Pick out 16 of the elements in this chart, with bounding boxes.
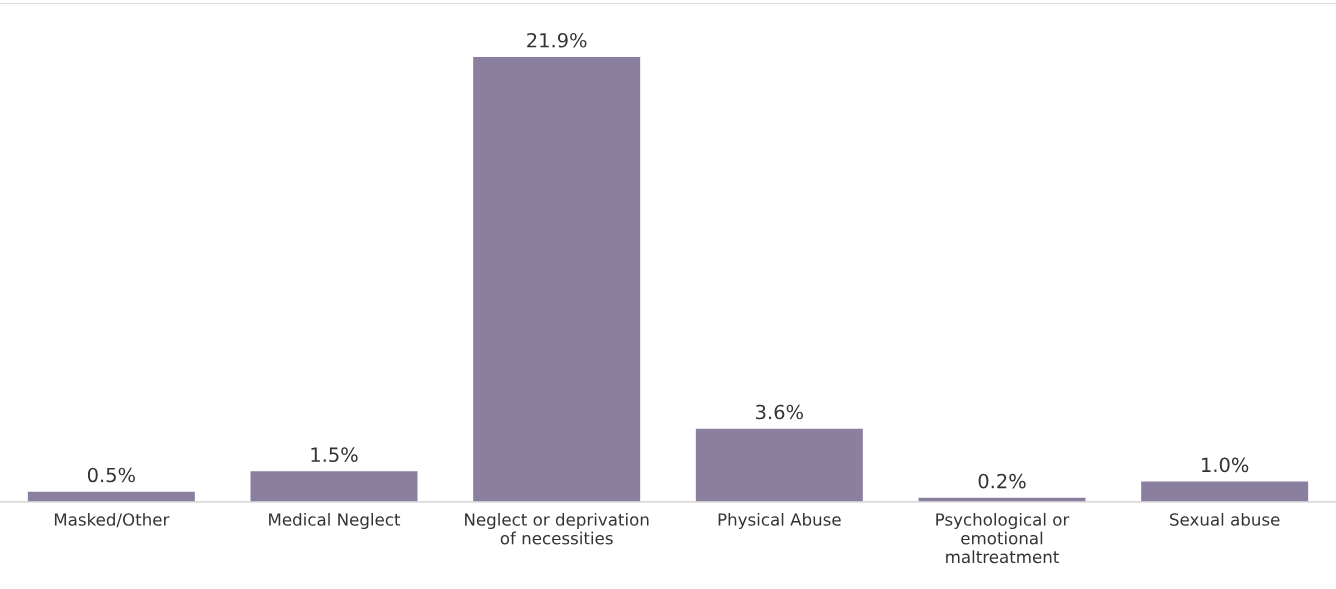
data-label: 3.6% (756, 404, 803, 420)
x-tick-label: Medical Neglect (269, 512, 401, 530)
x-tick-label: Psychological or emotional maltreatment (936, 512, 1070, 564)
x-tick-label: Masked/Other (54, 512, 170, 528)
bar (1141, 481, 1309, 502)
bar (250, 471, 418, 502)
x-tick-label: Neglect or deprivation of necessities (465, 512, 649, 545)
bar (473, 56, 641, 502)
data-label: 1.0% (1202, 457, 1249, 473)
data-label: 21.9% (527, 32, 587, 48)
bar (695, 428, 863, 502)
x-tick-label: Sexual abuse (1170, 512, 1280, 526)
data-label: 1.5% (311, 447, 358, 463)
x-tick-label: Physical Abuse (718, 512, 841, 530)
data-label: 0.5% (87, 467, 135, 483)
data-label: 0.2% (978, 473, 1026, 489)
